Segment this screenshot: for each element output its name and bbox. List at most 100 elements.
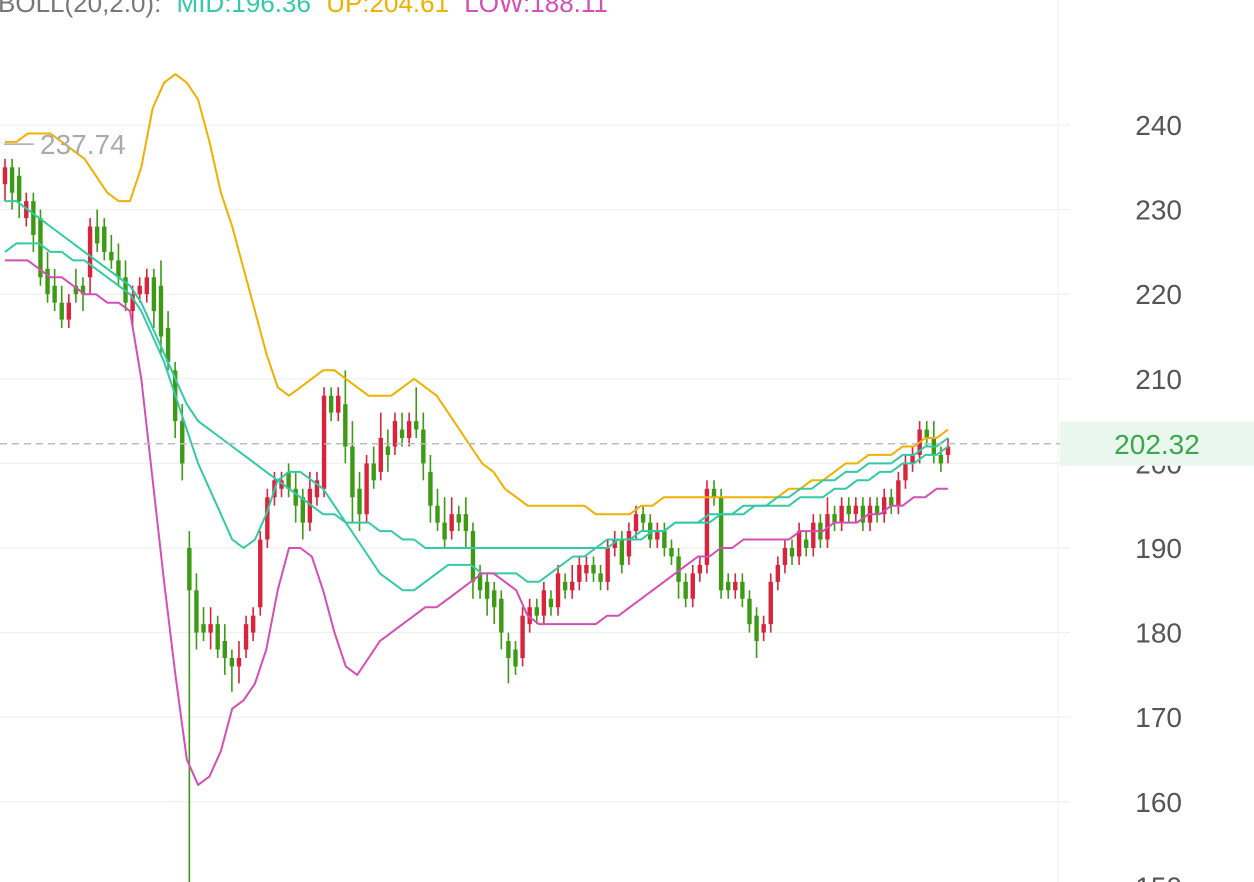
boll-legend-mid: MID:196.36 — [177, 0, 311, 18]
candle — [704, 480, 710, 574]
candle-body — [945, 446, 951, 455]
candle — [584, 556, 589, 582]
candle-body — [421, 429, 426, 464]
candle — [144, 268, 150, 303]
candle-body — [87, 226, 93, 278]
candle-body — [258, 539, 263, 608]
candle — [832, 505, 837, 532]
candle-body — [94, 226, 100, 244]
candle — [265, 488, 270, 548]
candle — [293, 471, 298, 523]
candle — [506, 632, 511, 684]
candle — [258, 531, 263, 616]
candle — [137, 277, 142, 303]
candle — [456, 505, 461, 532]
candle-body — [690, 573, 695, 599]
y-tick-label: 230 — [1135, 195, 1182, 226]
candle-body — [336, 395, 341, 413]
candle — [527, 598, 532, 633]
candle-body — [59, 302, 64, 320]
candle-body — [711, 488, 717, 498]
candle — [484, 573, 490, 616]
candle-body — [726, 581, 731, 591]
candle — [768, 573, 773, 633]
candle — [399, 412, 405, 447]
candle — [194, 573, 199, 650]
candle-body — [428, 471, 433, 506]
candle-body — [768, 581, 773, 625]
candle-body — [484, 581, 490, 599]
candle-body — [180, 421, 185, 464]
candle — [187, 531, 192, 882]
candle — [662, 522, 667, 557]
candle — [250, 607, 256, 642]
candle-body — [803, 539, 809, 548]
candle — [520, 607, 525, 667]
high-marker: 237.74 — [4, 129, 126, 160]
candle-body — [130, 294, 135, 312]
candle — [619, 531, 625, 574]
candle — [903, 454, 908, 489]
candle — [881, 488, 887, 523]
candle — [73, 268, 79, 303]
candle-body — [846, 505, 851, 515]
current-price-tag — [1060, 421, 1254, 466]
candle — [726, 573, 731, 599]
candle — [896, 471, 901, 515]
candle-body — [704, 488, 710, 565]
candle — [38, 209, 43, 286]
candle-body — [513, 649, 518, 667]
candle — [803, 531, 809, 557]
candle — [945, 438, 951, 464]
candle-body — [761, 624, 766, 633]
candle-body — [896, 480, 901, 506]
candle-body — [874, 505, 880, 515]
candle-body — [881, 497, 887, 515]
candle — [874, 497, 880, 523]
candle — [307, 471, 313, 532]
candle — [570, 564, 575, 599]
candle — [208, 607, 213, 650]
candle — [669, 539, 674, 565]
candle-body — [683, 581, 688, 599]
candle-body — [208, 624, 213, 633]
candle-body — [562, 581, 568, 591]
candle — [548, 590, 554, 616]
candle-body — [435, 505, 440, 523]
candle-body — [619, 539, 625, 565]
candle — [336, 387, 341, 422]
candle — [655, 522, 660, 548]
candle-body — [605, 548, 610, 582]
candle — [718, 488, 724, 599]
boll-legend-up: UP:204.61 — [326, 0, 449, 18]
candle-body — [676, 556, 681, 582]
candle-body — [789, 548, 795, 557]
candle-body — [924, 429, 929, 439]
candle-body — [102, 226, 107, 252]
candle — [562, 573, 568, 599]
candle — [683, 573, 688, 608]
candle-body — [229, 657, 235, 667]
candle — [102, 218, 107, 261]
candle-body — [655, 531, 660, 540]
candle-body — [293, 488, 298, 506]
candle — [612, 531, 617, 557]
y-axis-ticks: 240230220210200190180170160150 — [1135, 110, 1182, 882]
candle — [66, 294, 72, 329]
candle-body — [733, 581, 738, 591]
candle — [591, 556, 596, 582]
candle-body — [236, 657, 242, 667]
candle — [534, 598, 539, 625]
candle — [414, 387, 419, 439]
candle-body — [165, 328, 171, 362]
candle — [52, 268, 57, 312]
candle-body — [662, 531, 667, 548]
candle-body — [577, 564, 582, 582]
candle — [123, 260, 128, 312]
candle — [924, 421, 929, 447]
candle-body — [38, 218, 43, 278]
candle-body — [399, 429, 405, 439]
current-price-label: 202.32 — [1114, 429, 1200, 460]
candle — [733, 573, 738, 599]
